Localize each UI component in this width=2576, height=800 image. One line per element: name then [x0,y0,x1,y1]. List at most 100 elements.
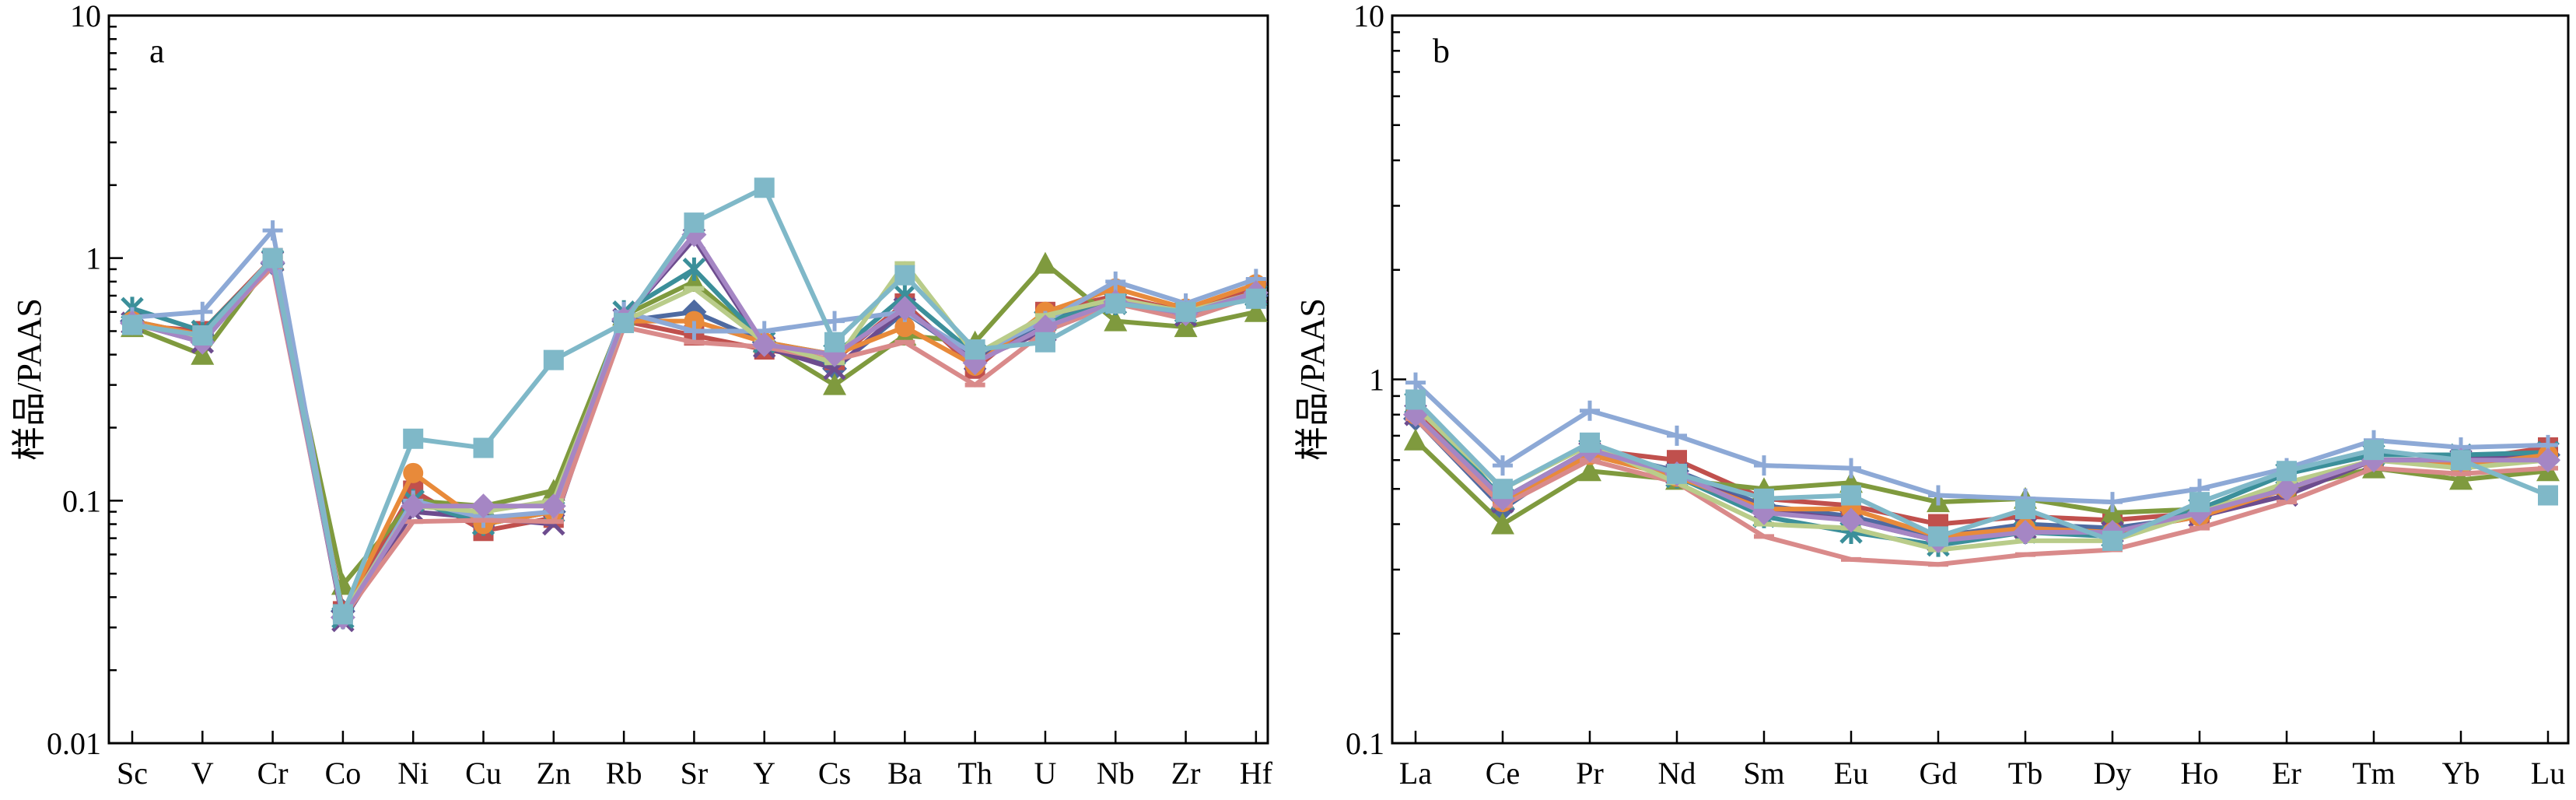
data-point [541,493,566,519]
data-point [1928,485,1948,506]
y-tick-label: 0.1 [1346,726,1384,761]
y-tick-label: 10 [70,0,101,33]
x-tick-label-pr: Pr [1576,756,1604,791]
series-line [1413,416,2549,567]
series-line [131,185,1257,617]
data-point [2536,447,2560,473]
series-line [131,232,1257,620]
x-tick-label-co: Co [325,756,362,791]
data-point [1580,432,1600,453]
y-tick-label: 1 [1369,363,1384,398]
data-point [2449,468,2473,490]
data-point [894,265,915,286]
data-point [2277,461,2297,482]
data-point [824,332,845,353]
data-point [1405,389,1426,410]
x-tick-label-ni: Ni [397,756,429,791]
x-tick-label-rb: Rb [606,756,642,791]
series-line [1413,412,2548,543]
x-tick-label-sc: Sc [117,756,148,791]
x-tick-label-lu: Lu [2531,756,2565,791]
data-point [1841,485,1861,506]
data-point [682,257,706,281]
plot-frame [107,14,1269,745]
data-point [823,373,847,395]
x-tick-label-nd: Nd [1658,756,1696,791]
x-tick-label-sm: Sm [1743,756,1784,791]
data-point [2013,519,2038,545]
data-point [1244,300,1268,322]
x-tick-label-zn: Zn [537,756,571,791]
data-point [122,314,142,335]
data-point [403,462,424,483]
data-point [684,321,705,342]
data-point [1105,271,1126,292]
x-tick-label-gd: Gd [1920,756,1958,791]
x-tick-label-tm: Tm [2352,756,2396,791]
data-point [192,325,213,346]
series-line [1413,398,2550,543]
data-point [1491,512,1514,535]
y-axis-label: 样品/PAAS [10,298,48,461]
data-point [2538,485,2558,506]
x-tick-label-sr: Sr [681,756,709,791]
data-point [262,220,283,241]
x-tick-label-cr: Cr [257,756,289,791]
data-point [894,317,915,338]
data-point [1580,400,1600,421]
data-point [543,349,564,370]
x-tick-label-nb: Nb [1097,756,1135,791]
panel-label: b [1433,32,1450,70]
data-point [192,301,213,322]
data-point [754,177,775,198]
data-point [2102,530,2123,551]
panel-a: 0.01 0.1 1 10 Sc V Cr Co Ni Cu Zn Rb Sr Y Cs Ba Th U Nb Zr H… [10,0,1273,791]
data-point [401,493,426,519]
data-point [1578,459,1601,482]
data-point [332,604,353,625]
data-point [2189,492,2210,513]
y-tick-label: 0.01 [47,726,101,761]
x-tick-label-eu: Eu [1834,756,1868,791]
data-point [614,313,635,334]
y-axis-label: 样品/PAAS [1293,298,1332,461]
data-point [751,332,777,357]
series-7 [1405,372,2558,513]
panel-b: 0.1 1 10 La Ce Pr Nd Sm Eu Gd Tb Dy Ho Er Tm Yb Lu b 样品/PA… [1293,0,2570,791]
data-point [1493,479,1513,500]
x-tick-label-dy: Dy [2094,756,2132,791]
data-point [2274,476,2299,502]
plot-frame [1391,14,2570,745]
x-tick-label-v: V [191,756,214,791]
data-point [473,437,494,458]
data-point [1104,309,1128,332]
data-point [2015,499,2035,520]
data-point [1405,372,1426,393]
data-point [684,212,705,233]
x-tick-label-ba: Ba [887,756,922,791]
data-point [1174,315,1198,338]
data-point [1667,463,1687,484]
x-tick-label-cu: Cu [465,756,502,791]
data-point [2364,440,2384,461]
data-point [1841,458,1861,479]
data-point [964,339,985,360]
data-point [892,296,918,321]
data-point [471,493,496,519]
data-point [1033,251,1057,274]
data-point [1667,425,1687,446]
x-tick-label-ho: Ho [2181,756,2219,791]
data-point [403,428,424,449]
x-tick-label-cs: Cs [818,756,851,791]
data-point [1034,332,1055,353]
series-11 [122,177,1266,625]
x-tick-label-zr: Zr [1171,756,1201,791]
data-point [1928,526,1948,547]
data-point [1245,288,1266,309]
series-11 [1405,389,2558,551]
y-tick-label: 10 [1353,0,1384,33]
data-point [1839,507,1864,533]
data-point [1754,488,1774,509]
x-tick-label-er: Er [2272,756,2301,791]
